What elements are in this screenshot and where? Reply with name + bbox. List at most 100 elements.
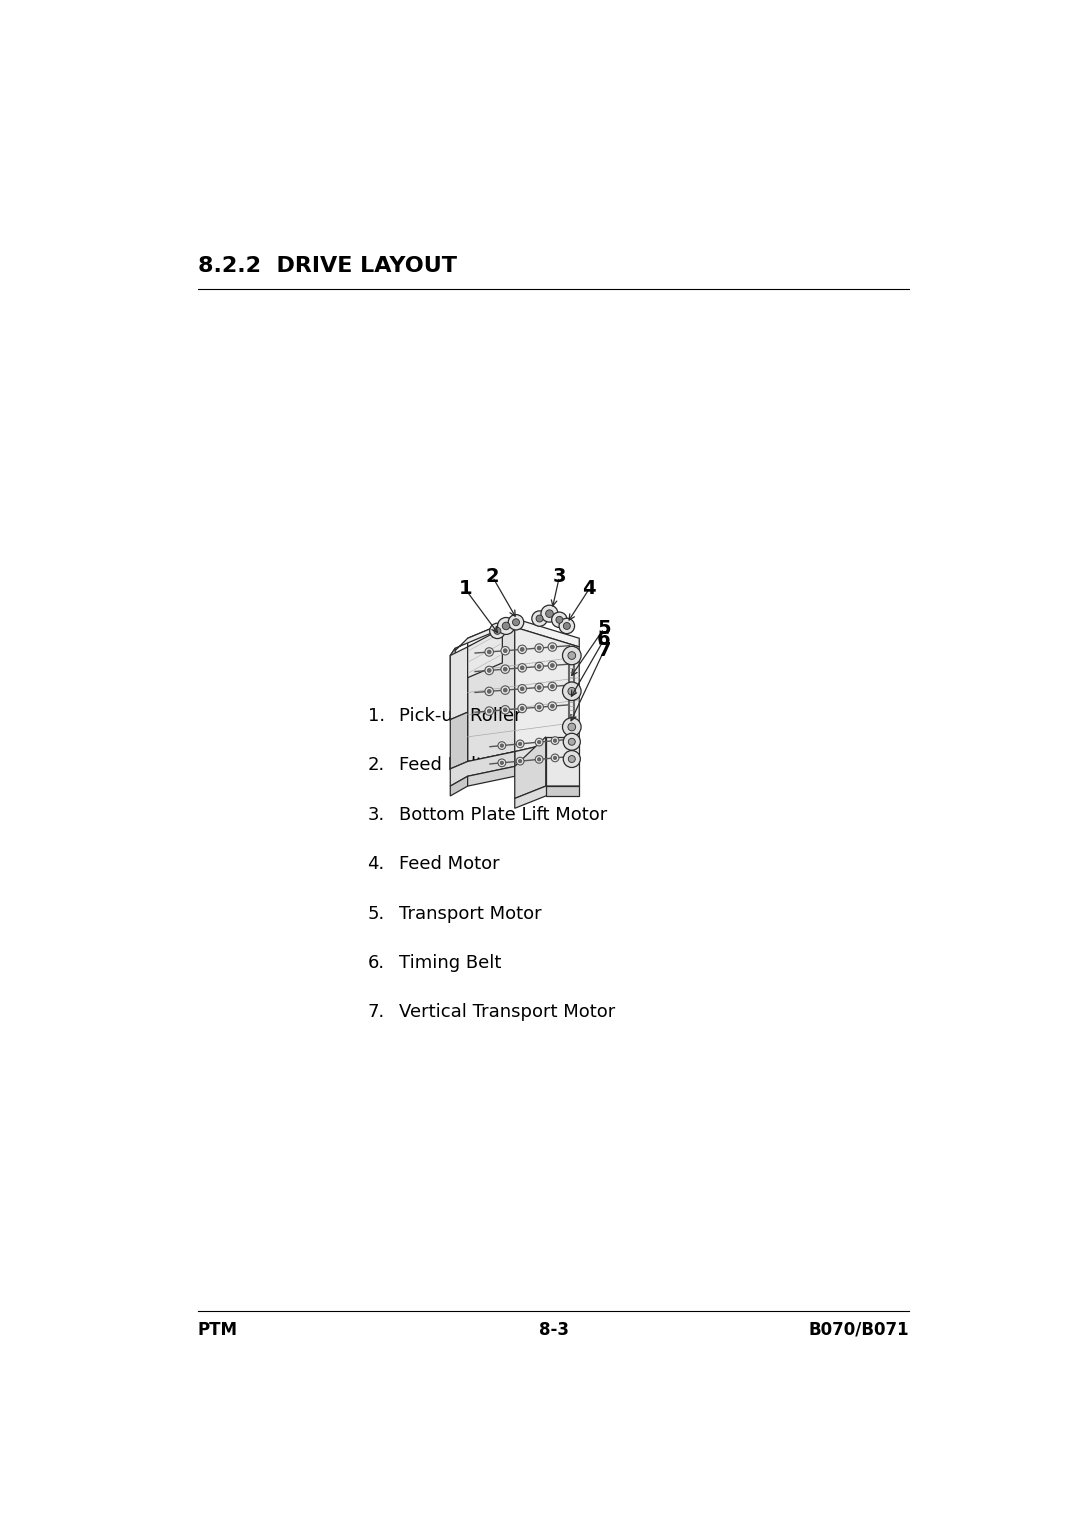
Circle shape (509, 614, 524, 630)
Circle shape (487, 709, 491, 714)
Circle shape (521, 706, 524, 711)
Circle shape (551, 663, 554, 668)
Circle shape (551, 645, 554, 649)
Circle shape (551, 704, 554, 707)
Circle shape (513, 619, 519, 626)
Text: PTM: PTM (198, 1320, 238, 1339)
Text: 5: 5 (597, 619, 611, 637)
Text: 4.: 4. (367, 856, 384, 872)
Circle shape (518, 645, 526, 654)
Polygon shape (450, 619, 515, 656)
Polygon shape (450, 776, 468, 796)
Circle shape (564, 750, 580, 767)
Circle shape (537, 646, 541, 649)
Text: 1.: 1. (367, 707, 384, 724)
Text: 3.: 3. (367, 805, 384, 824)
Text: 2.: 2. (367, 756, 384, 775)
Circle shape (487, 689, 491, 694)
Circle shape (535, 662, 543, 671)
Circle shape (536, 755, 543, 762)
Polygon shape (468, 752, 515, 776)
Circle shape (564, 622, 570, 630)
Circle shape (531, 611, 548, 626)
Text: 6: 6 (597, 630, 611, 649)
Circle shape (556, 616, 563, 623)
Text: 8-3: 8-3 (539, 1320, 568, 1339)
Circle shape (485, 666, 494, 675)
Circle shape (503, 668, 508, 671)
Text: Vertical Transport Motor: Vertical Transport Motor (399, 1004, 615, 1021)
Text: Bottom Plate Lift Motor: Bottom Plate Lift Motor (399, 805, 607, 824)
Circle shape (487, 649, 491, 654)
Circle shape (564, 733, 580, 750)
Circle shape (551, 685, 554, 688)
Circle shape (568, 755, 576, 762)
Circle shape (489, 623, 505, 639)
Circle shape (503, 688, 508, 692)
Circle shape (535, 683, 543, 692)
Circle shape (501, 706, 510, 714)
Circle shape (537, 706, 541, 709)
Circle shape (516, 740, 524, 747)
Text: B070/B071: B070/B071 (809, 1320, 909, 1339)
Circle shape (568, 738, 576, 746)
Circle shape (502, 622, 510, 630)
Circle shape (563, 718, 581, 736)
Circle shape (518, 685, 526, 694)
Circle shape (516, 758, 524, 766)
Circle shape (521, 688, 524, 691)
Polygon shape (450, 752, 515, 785)
Circle shape (518, 759, 522, 762)
Circle shape (518, 743, 522, 746)
Circle shape (545, 610, 553, 617)
Circle shape (568, 688, 576, 695)
Circle shape (548, 681, 556, 691)
Circle shape (500, 761, 503, 764)
Circle shape (494, 628, 501, 634)
Circle shape (548, 643, 556, 651)
Circle shape (563, 646, 581, 665)
Polygon shape (515, 736, 545, 799)
Circle shape (518, 663, 526, 672)
Circle shape (538, 741, 541, 744)
Circle shape (551, 753, 559, 762)
Circle shape (485, 707, 494, 715)
Circle shape (485, 688, 494, 695)
Circle shape (498, 617, 514, 634)
Text: 3: 3 (553, 567, 566, 587)
Circle shape (537, 665, 541, 668)
Circle shape (563, 681, 581, 700)
Text: 7: 7 (597, 642, 611, 660)
Polygon shape (545, 785, 579, 796)
Circle shape (501, 686, 510, 694)
Circle shape (553, 740, 556, 743)
Polygon shape (468, 626, 515, 761)
Circle shape (535, 643, 543, 652)
Circle shape (503, 649, 508, 652)
Text: Feed Belt: Feed Belt (399, 756, 483, 775)
Text: 2: 2 (486, 567, 499, 587)
Circle shape (485, 648, 494, 656)
Text: Timing Belt: Timing Belt (399, 953, 501, 972)
Polygon shape (450, 646, 468, 720)
Circle shape (536, 616, 543, 622)
Circle shape (548, 662, 556, 669)
Circle shape (551, 736, 559, 744)
Circle shape (553, 756, 556, 759)
Text: Pick-up Roller: Pick-up Roller (399, 707, 522, 724)
Polygon shape (515, 736, 579, 767)
Text: Transport Motor: Transport Motor (399, 905, 541, 923)
Circle shape (541, 605, 558, 622)
Circle shape (535, 703, 543, 712)
Circle shape (501, 665, 510, 674)
Text: 6.: 6. (367, 953, 384, 972)
Circle shape (538, 758, 541, 761)
Circle shape (498, 741, 505, 749)
Circle shape (548, 701, 556, 711)
Text: 5.: 5. (367, 905, 384, 923)
Circle shape (503, 707, 508, 712)
Text: 1: 1 (458, 579, 472, 599)
Text: 4: 4 (582, 579, 596, 599)
Circle shape (498, 759, 505, 767)
Polygon shape (450, 712, 468, 769)
